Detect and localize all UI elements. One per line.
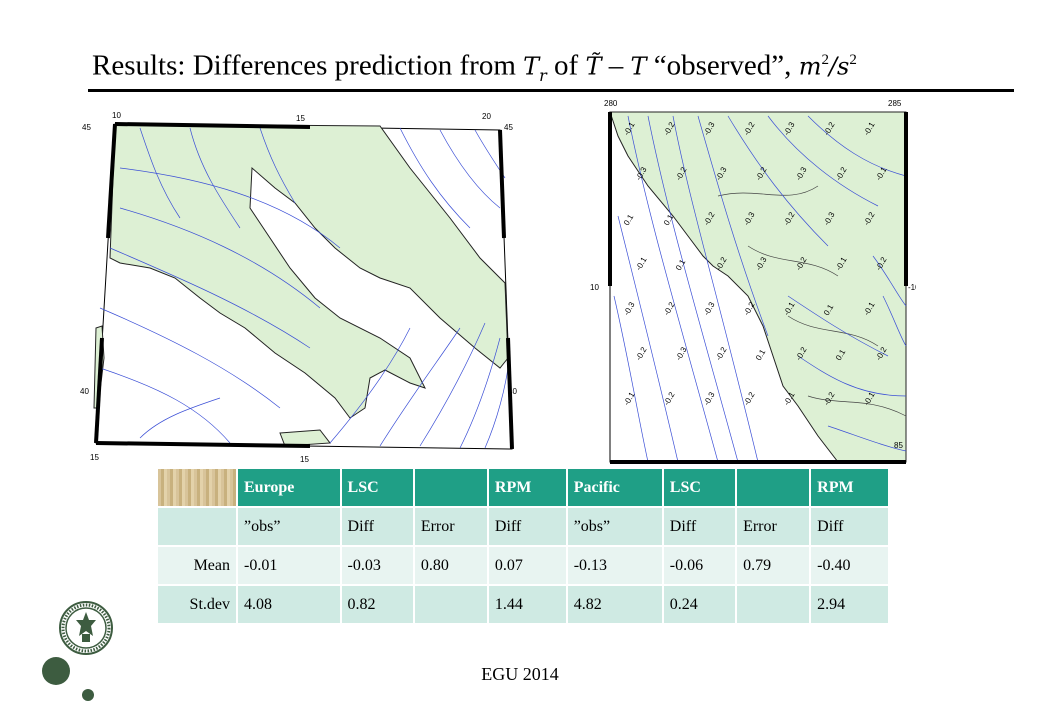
table-cell: Error (737, 508, 812, 547)
header-cell-pacific: Pacific (567, 469, 664, 508)
table-cell: Diff (341, 508, 415, 547)
pacific-borders (717, 185, 907, 417)
europe-contours (99, 127, 509, 449)
table-cell: -0.06 (663, 547, 738, 586)
europe-tick-top-3: 20 (482, 112, 491, 121)
slide-title: Results: Differences prediction from Tr … (92, 49, 857, 86)
europe-tick-left-1: 45 (82, 123, 91, 132)
pacific-tick-top-1: 280 (604, 99, 618, 108)
table-cell: 4.82 (567, 586, 664, 625)
table-cell: 0.82 (341, 586, 415, 625)
table-cell: ”obs” (567, 508, 664, 547)
table-cell: 4.08 (238, 586, 342, 625)
header-cell-europe: Europe (238, 469, 342, 508)
header-cell-lsc: LSC (663, 469, 738, 508)
table-cell (414, 586, 489, 625)
header-cell-lsc: LSC (341, 469, 415, 508)
pacific-tick-left-1: 10 (590, 283, 599, 292)
table-cell: Error (414, 508, 489, 547)
table-cell: 1.44 (488, 586, 568, 625)
europe-map-svg: 10 15 20 15 15 45 40 45 40 (80, 111, 517, 464)
pacific-frame-ticks (608, 112, 908, 464)
title-rule (88, 89, 1014, 92)
italy-land (109, 123, 509, 419)
header-cell-rpm: RPM (488, 469, 568, 508)
table-cell (158, 508, 238, 547)
table-cell: ”obs” (238, 508, 342, 547)
europe-tick-top-2: 15 (296, 114, 305, 123)
table-header-row: Europe LSC RPM Pacific LSC RPM (158, 469, 890, 508)
header-cell-corner (158, 469, 238, 508)
table-cell: Diff (663, 508, 738, 547)
header-cell-blank (737, 469, 812, 508)
pacific-tick-top-2: 285 (888, 99, 902, 108)
university-seal-logo (58, 600, 114, 661)
europe-tick-right-2: 40 (508, 387, 517, 396)
europe-tick-right-1: 45 (504, 123, 513, 132)
pacific-contours (613, 115, 907, 463)
table-cell: Diff (811, 508, 890, 547)
table-cell: -0.13 (567, 547, 664, 586)
table-cell: 0.07 (488, 547, 568, 586)
table-cell: 0.79 (737, 547, 812, 586)
table-cell: Diff (488, 508, 568, 547)
pacific-tick-right-1: -10 (908, 283, 916, 292)
seal-icon (59, 601, 113, 655)
table-row: ”obs” Diff Error Diff ”obs” Diff Error D… (158, 508, 890, 547)
table-cell: -0.03 (341, 547, 415, 586)
table-cell: -0.01 (238, 547, 342, 586)
table-cell: 0.80 (414, 547, 489, 586)
table-row: St.dev 4.08 0.82 1.44 4.82 0.24 2.94 (158, 586, 890, 625)
pacific-map: 280 285 85 10 -10 -0.1-0.2-0.3-0.2-0.3-0… (588, 96, 916, 470)
header-cell-rpm: RPM (811, 469, 890, 508)
logo-dot-large (42, 657, 70, 685)
logo-dot-small (82, 689, 94, 701)
europe-tick-left-2: 40 (80, 387, 89, 396)
table-cell: Mean (158, 547, 238, 586)
table-row: Mean -0.01 -0.03 0.80 0.07 -0.13 -0.06 0… (158, 547, 890, 586)
europe-tick-top-1: 10 (112, 111, 121, 120)
results-table: Europe LSC RPM Pacific LSC RPM ”obs” Dif… (158, 469, 890, 625)
header-cell-blank (414, 469, 489, 508)
table-cell (737, 586, 812, 625)
table-cell: St.dev (158, 586, 238, 625)
europe-tick-bottom-2: 15 (300, 455, 309, 464)
footer-conference: EGU 2014 (481, 664, 559, 684)
europe-map: 10 15 20 15 15 45 40 45 40 (80, 108, 520, 470)
table-cell: 2.94 (811, 586, 890, 625)
europe-frame-ticks (94, 122, 514, 450)
pacific-tick-bottom-1: 85 (894, 441, 903, 450)
table-cell: 0.24 (663, 586, 738, 625)
pacific-map-svg: 280 285 85 10 -10 -0.1-0.2-0.3-0.2-0.3-0… (590, 99, 916, 464)
europe-tick-bottom-1: 15 (90, 453, 99, 462)
table-cell: -0.40 (811, 547, 890, 586)
